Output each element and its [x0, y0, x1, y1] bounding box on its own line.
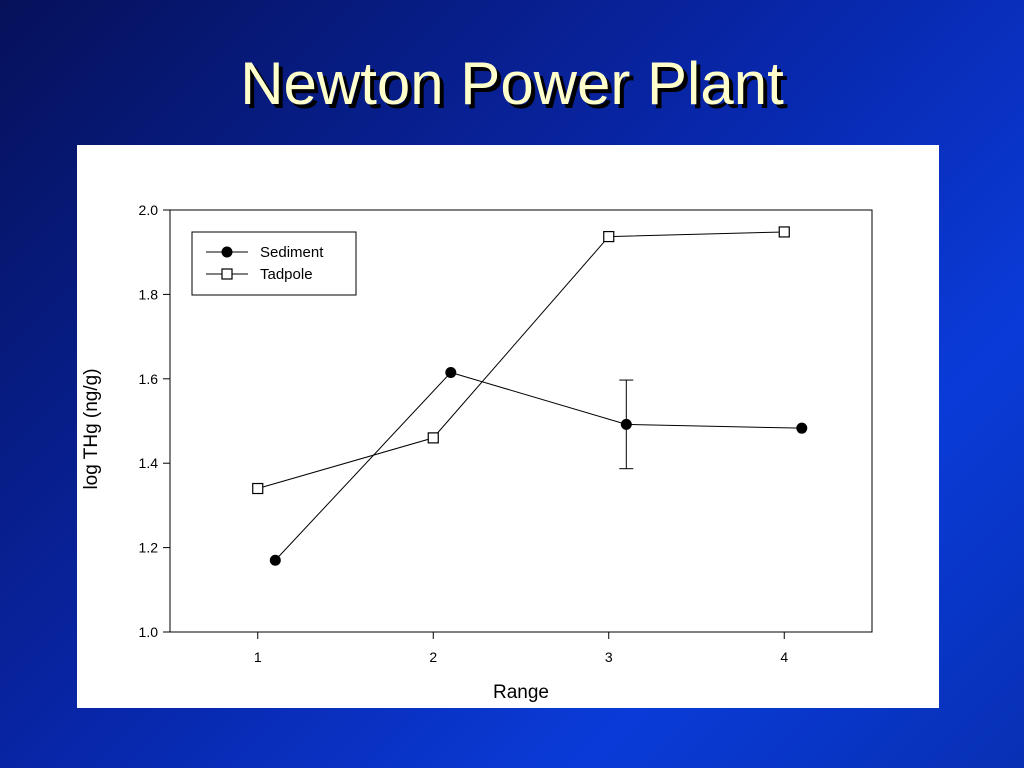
tadpole-point [778, 226, 790, 238]
x-tick-label: 2 [429, 649, 437, 665]
legend-item-sediment: Sediment [206, 244, 324, 261]
y-axis-ticks: 1.0 1.2 1.4 1.6 1.8 2.0 [139, 202, 170, 640]
series-layer [252, 226, 808, 566]
plot-area-frame [169, 209, 873, 633]
legend-marker [221, 246, 233, 258]
y-tick-label: 1.8 [139, 286, 159, 302]
y-tick-label: 2.0 [139, 202, 159, 218]
x-tick-label: 4 [780, 649, 788, 665]
legend-item-tadpole: Tadpole [206, 266, 313, 283]
y-tick-label: 1.2 [139, 540, 159, 556]
sediment-point [620, 418, 632, 430]
sediment-line [274, 371, 802, 561]
sediment-point [269, 554, 281, 566]
y-tick-label: 1.0 [139, 624, 159, 640]
x-tick-label: 1 [254, 649, 262, 665]
y-tick-label: 1.4 [139, 455, 159, 471]
line-chart: 1.0 1.2 1.4 1.6 1.8 2.0 1 2 3 4 Range log THg (n… [81, 202, 873, 703]
series-tadpole [252, 226, 790, 495]
legend-marker [221, 268, 233, 280]
x-axis-title: Range [493, 682, 549, 703]
y-axis-title: log THg (ng/g) [81, 368, 102, 489]
chart-legend: Sediment Tadpole [191, 231, 357, 296]
slide-title: Newton Power Plant [240, 50, 784, 117]
chart-panel: 1.0 1.2 1.4 1.6 1.8 2.0 1 2 3 4 Range log THg (n… [77, 145, 939, 708]
x-axis-ticks: 1 2 3 4 [254, 632, 788, 665]
sediment-point [796, 422, 808, 434]
y-tick-label: 1.6 [139, 371, 159, 387]
legend-label: Tadpole [260, 266, 313, 283]
tadpole-line [257, 231, 785, 490]
legend-box [191, 231, 357, 296]
x-tick-label: 3 [605, 649, 613, 665]
tadpole-point [252, 482, 264, 495]
tadpole-point [427, 432, 439, 444]
tadpole-point [603, 230, 615, 243]
legend-label: Sediment [260, 244, 324, 261]
sediment-point [445, 366, 457, 378]
series-sediment [269, 366, 808, 566]
